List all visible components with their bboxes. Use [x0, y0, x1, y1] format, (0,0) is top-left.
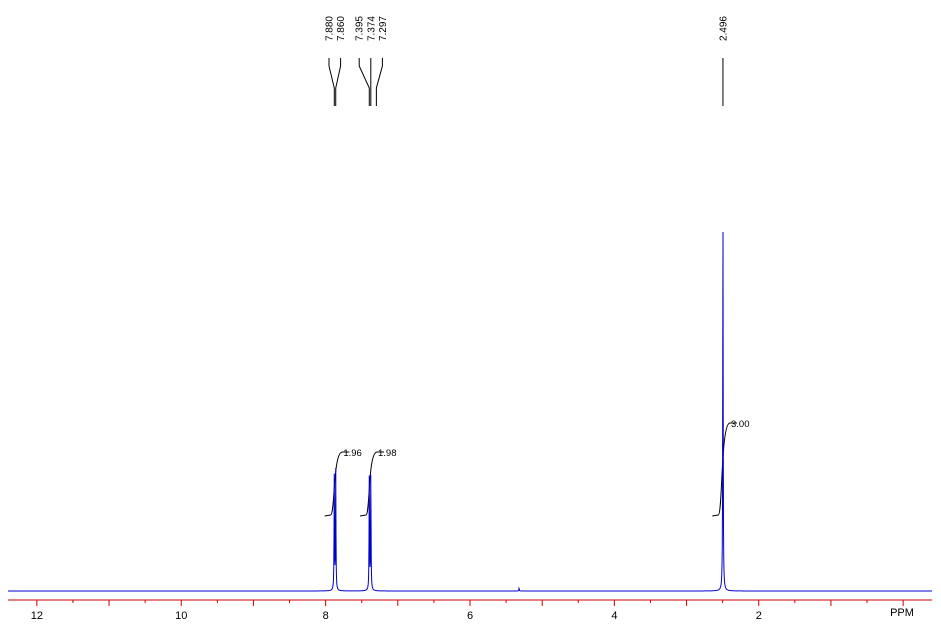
integration-label: 1.96 [343, 448, 362, 459]
peak-leader-line [328, 58, 335, 106]
x-axis: 12 10 8 6 4 2 [8, 599, 932, 622]
integration-layer: 1.96 1.98 3.00 [324, 419, 750, 517]
peak-label: 7.297 [378, 16, 389, 41]
integration-label: 3.00 [731, 419, 750, 430]
peak-leader-line [358, 58, 370, 106]
peak-label: 7.860 [336, 16, 347, 41]
x-tick-label: 10 [175, 610, 187, 622]
peak-label: 7.374 [366, 16, 377, 41]
integration-curve [324, 451, 350, 517]
integration-curve [359, 451, 384, 517]
integration-label: 1.98 [378, 448, 397, 459]
x-tick-label: 6 [467, 610, 473, 622]
x-tick-label: 12 [31, 610, 43, 622]
x-tick-label: 8 [323, 610, 329, 622]
integration-curve [712, 422, 737, 517]
peak-label: 2.496 [718, 16, 729, 41]
x-tick-label: 4 [611, 610, 617, 622]
peak-leader-line [375, 58, 383, 106]
peak-label: 7.395 [355, 16, 366, 41]
x-axis-title: PPM [890, 607, 914, 619]
peak-label: 7.880 [325, 16, 336, 41]
peak-leader-line [335, 58, 342, 106]
spectrum-series-line [8, 232, 932, 592]
x-tick-label: 2 [756, 610, 762, 622]
peak-label-layer: 7.880 7.860 7.395 7.374 7.297 2.496 [325, 16, 729, 106]
